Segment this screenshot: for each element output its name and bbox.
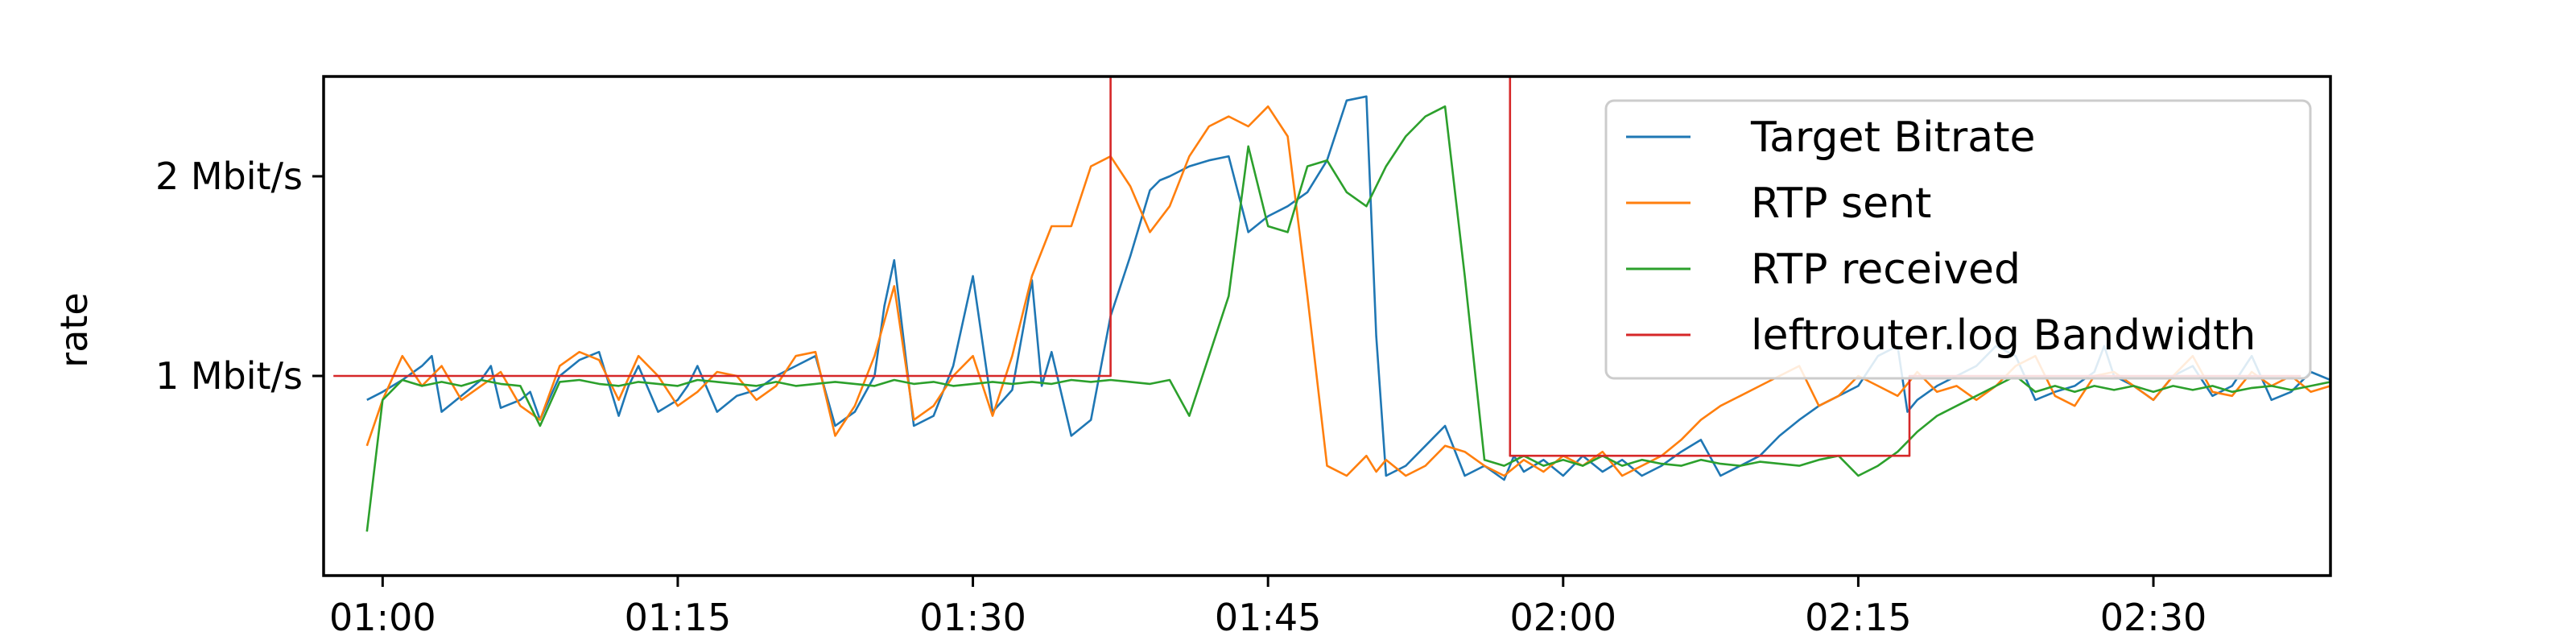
plot-frame xyxy=(322,75,2332,577)
x-tick-label: 01:00 xyxy=(329,596,436,639)
x-tick-label: 02:30 xyxy=(2100,596,2207,639)
series-line-leftrouter-log-bandwidth xyxy=(333,76,2301,457)
y-axis-title: rate xyxy=(52,292,96,367)
y-tick-label: 2 Mbit/s xyxy=(155,155,303,198)
x-tick-label: 02:00 xyxy=(1510,596,1617,639)
legend-label: leftrouter.log Bandwidth xyxy=(1751,312,2256,360)
series-line-rtp-received xyxy=(365,105,2330,532)
series-layer xyxy=(333,76,2330,532)
legend: Target Bitrate RTP sent RTP received leftro… xyxy=(1604,99,2312,380)
legend-label: Target Bitrate xyxy=(1750,114,2036,162)
y-tick-label: 1 Mbit/s xyxy=(155,354,303,398)
legend-box xyxy=(1604,99,2312,380)
x-axis: 01:00 01:15 01:30 01:45 02:00 02:15 02:30 xyxy=(329,576,2207,639)
legend-label: RTP received xyxy=(1751,246,2021,294)
x-tick-label: 01:30 xyxy=(919,596,1026,639)
x-tick-label: 01:45 xyxy=(1215,596,1322,639)
legend-label: RTP sent xyxy=(1751,180,1931,228)
x-tick-label: 02:15 xyxy=(1805,596,1912,639)
y-axis: 1 Mbit/s 2 Mbit/s xyxy=(155,155,324,398)
series-line-target-bitrate xyxy=(366,95,2330,481)
x-tick-label: 01:15 xyxy=(625,596,732,639)
